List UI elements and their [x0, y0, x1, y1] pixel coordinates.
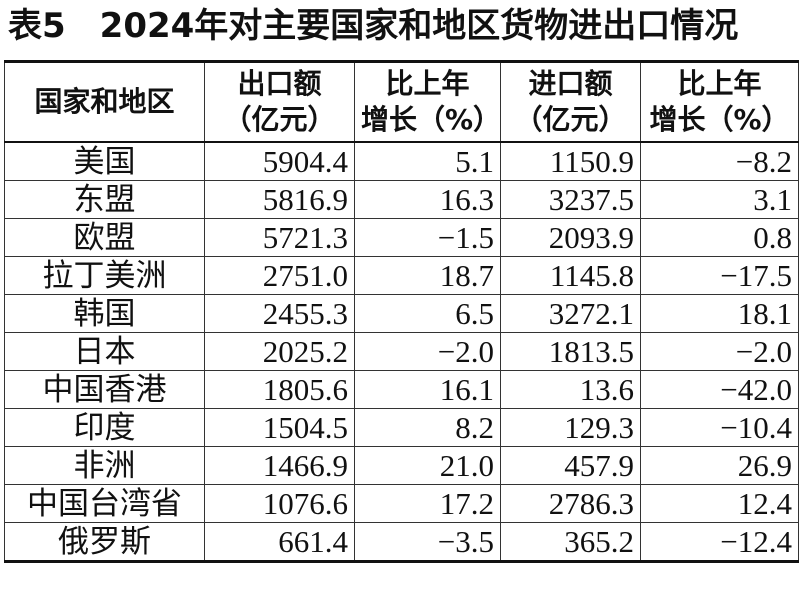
value-cell: 5721.3: [204, 218, 355, 257]
header-line: （亿元）: [514, 103, 627, 136]
region-cell: 俄罗斯: [4, 522, 205, 562]
value-cell: 17.2: [354, 484, 501, 523]
data-row: 美国 5904.4 5.1 1150.9 −8.2: [4, 141, 799, 181]
value-cell: −8.2: [640, 141, 799, 181]
value-cell: 5816.9: [204, 180, 355, 219]
value-cell: −2.0: [640, 332, 799, 371]
header-line: 进口额: [528, 67, 613, 100]
value-cell: 1504.5: [204, 408, 355, 447]
data-row: 俄罗斯 661.4 −3.5 365.2 −12.4: [4, 522, 799, 562]
table-body: 国家和地区 出口额 （亿元） 比上年 增长（%） 进口额 （亿元） 比上年 增长（%） 美国 590…: [4, 61, 799, 562]
value-cell: −12.4: [640, 522, 799, 562]
data-row: 印度 1504.5 8.2 129.3 −10.4: [4, 408, 799, 447]
header-line: （亿元）: [223, 103, 336, 136]
value-cell: −1.5: [354, 218, 501, 257]
value-cell: 2751.0: [204, 256, 355, 295]
value-cell: 129.3: [500, 408, 641, 447]
data-row: 中国台湾省 1076.6 17.2 2786.3 12.4: [4, 484, 799, 523]
value-cell: 5904.4: [204, 141, 355, 181]
value-cell: −42.0: [640, 370, 799, 409]
value-cell: −17.5: [640, 256, 799, 295]
data-row: 东盟 5816.9 16.3 3237.5 3.1: [4, 180, 799, 219]
value-cell: 1805.6: [204, 370, 355, 409]
value-cell: 2093.9: [500, 218, 641, 257]
header-row: 国家和地区 出口额 （亿元） 比上年 增长（%） 进口额 （亿元） 比上年 增长（%）: [4, 61, 799, 143]
table-title: 表5 2024年对主要国家和地区货物进出口情况: [8, 6, 739, 46]
header-cell: 进口额 （亿元）: [500, 61, 641, 143]
trade-table: 国家和地区 出口额 （亿元） 比上年 增长（%） 进口额 （亿元） 比上年 增长（%） 美国 590…: [4, 60, 799, 563]
region-cell: 欧盟: [4, 218, 205, 257]
header-cell: 出口额 （亿元）: [204, 61, 355, 143]
value-cell: −10.4: [640, 408, 799, 447]
value-cell: 6.5: [354, 294, 501, 333]
region-cell: 印度: [4, 408, 205, 447]
header-cell: 比上年 增长（%）: [640, 61, 799, 143]
value-cell: 5.1: [354, 141, 501, 181]
value-cell: 21.0: [354, 446, 501, 485]
header-line: 比上年: [677, 67, 762, 100]
value-cell: 13.6: [500, 370, 641, 409]
value-cell: 12.4: [640, 484, 799, 523]
data-row: 日本 2025.2 −2.0 1813.5 −2.0: [4, 332, 799, 371]
value-cell: 0.8: [640, 218, 799, 257]
header-line: 增长（%）: [361, 103, 501, 136]
value-cell: 1150.9: [500, 141, 641, 181]
region-cell: 非洲: [4, 446, 205, 485]
value-cell: 2455.3: [204, 294, 355, 333]
region-cell: 日本: [4, 332, 205, 371]
header-line: 出口额: [237, 67, 322, 100]
header-line: 国家和地区: [34, 85, 175, 118]
value-cell: 457.9: [500, 446, 641, 485]
value-cell: 16.3: [354, 180, 501, 219]
value-cell: 1813.5: [500, 332, 641, 371]
data-row: 欧盟 5721.3 −1.5 2093.9 0.8: [4, 218, 799, 257]
data-row: 非洲 1466.9 21.0 457.9 26.9: [4, 446, 799, 485]
data-row: 拉丁美洲 2751.0 18.7 1145.8 −17.5: [4, 256, 799, 295]
region-cell: 拉丁美洲: [4, 256, 205, 295]
value-cell: 3272.1: [500, 294, 641, 333]
value-cell: 661.4: [204, 522, 355, 562]
value-cell: 18.1: [640, 294, 799, 333]
value-cell: 1076.6: [204, 484, 355, 523]
value-cell: 1466.9: [204, 446, 355, 485]
value-cell: −3.5: [354, 522, 501, 562]
header-cell: 比上年 增长（%）: [354, 61, 501, 143]
header-line: 比上年: [385, 67, 470, 100]
value-cell: 2025.2: [204, 332, 355, 371]
data-row: 中国香港 1805.6 16.1 13.6 −42.0: [4, 370, 799, 409]
region-cell: 东盟: [4, 180, 205, 219]
value-cell: 1145.8: [500, 256, 641, 295]
value-cell: 2786.3: [500, 484, 641, 523]
value-cell: −2.0: [354, 332, 501, 371]
value-cell: 3.1: [640, 180, 799, 219]
region-cell: 中国香港: [4, 370, 205, 409]
value-cell: 26.9: [640, 446, 799, 485]
value-cell: 8.2: [354, 408, 501, 447]
region-cell: 中国台湾省: [4, 484, 205, 523]
header-line: 增长（%）: [649, 103, 790, 136]
region-cell: 美国: [4, 141, 205, 181]
region-cell: 韩国: [4, 294, 205, 333]
value-cell: 18.7: [354, 256, 501, 295]
data-row: 韩国 2455.3 6.5 3272.1 18.1: [4, 294, 799, 333]
value-cell: 3237.5: [500, 180, 641, 219]
value-cell: 16.1: [354, 370, 501, 409]
header-cell: 国家和地区: [4, 61, 205, 143]
value-cell: 365.2: [500, 522, 641, 562]
